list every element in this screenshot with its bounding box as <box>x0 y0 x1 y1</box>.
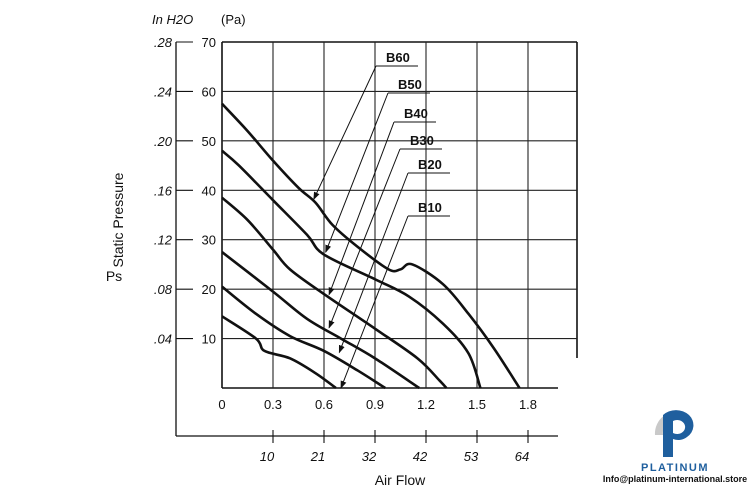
leader-arrow-b50 <box>325 92 389 254</box>
y-axis-title: Static Pressure <box>110 172 126 267</box>
logo-email: Info@platinum-international.store <box>602 474 748 484</box>
curve-b20 <box>221 285 386 390</box>
y2-tick-label: .04 <box>154 332 172 347</box>
y2-tick-label: .12 <box>154 233 173 248</box>
x-tick-label: 1.8 <box>519 397 537 412</box>
x2-tick-label: 10 <box>260 449 275 464</box>
y2-tick-label: .24 <box>154 84 172 99</box>
x2-tick-label: 21 <box>310 449 325 464</box>
leader-arrow-b30 <box>328 148 401 329</box>
leader-arrow-b60 <box>313 65 377 201</box>
y-tick-label: 10 <box>202 332 216 347</box>
series-label-b60: B60 <box>386 50 410 65</box>
x-tick-label: 1.2 <box>417 397 435 412</box>
y-axis-symbol: Ps <box>106 268 122 284</box>
y-tick-label: 30 <box>202 233 216 248</box>
x2-tick-label: 64 <box>515 449 529 464</box>
curve-b30 <box>221 251 420 390</box>
curve-b60 <box>221 102 521 389</box>
x-tick-label: 0.9 <box>366 397 384 412</box>
leader-arrow-b10 <box>340 215 409 389</box>
curve-b10 <box>221 315 337 390</box>
y2-tick-label: .28 <box>154 35 173 50</box>
series-label-b10: B10 <box>418 200 442 215</box>
leader-arrow-b20 <box>338 172 409 354</box>
series-label-b30: B30 <box>410 133 434 148</box>
x-axis-title: Air Flow <box>375 472 426 488</box>
leader-arrow-b40 <box>328 121 395 296</box>
x2-tick-label: 53 <box>464 449 479 464</box>
x-tick-label: 0.3 <box>264 397 282 412</box>
series-label-b20: B20 <box>418 157 442 172</box>
y2-tick-label: .16 <box>154 183 173 198</box>
platinum-logo: PLATINUM Info@platinum-international.sto… <box>600 405 750 484</box>
y-tick-label: 40 <box>202 183 216 198</box>
x2-tick-label: 42 <box>413 449 428 464</box>
x-tick-label: 0.6 <box>315 397 333 412</box>
x-tick-label: 1.5 <box>468 397 486 412</box>
y-unit-label: (Pa) <box>221 12 246 27</box>
y-tick-label: 60 <box>202 84 216 99</box>
series-label-b40: B40 <box>404 106 428 121</box>
curve-b50 <box>221 149 482 389</box>
series-label-b50: B50 <box>398 77 422 92</box>
y2-tick-label: .20 <box>154 134 173 149</box>
logo-brand: PLATINUM <box>640 462 709 474</box>
y2-unit-label: In H2O <box>152 12 193 27</box>
y-tick-label: 50 <box>202 134 216 149</box>
y-tick-label: 20 <box>202 282 216 297</box>
y-tick-label: 70 <box>202 35 216 50</box>
x-tick-label: 0 <box>218 397 225 412</box>
platinum-p-icon <box>654 410 694 457</box>
curve-b40 <box>221 196 448 389</box>
y2-tick-label: .08 <box>154 282 173 297</box>
x2-tick-label: 32 <box>362 449 377 464</box>
